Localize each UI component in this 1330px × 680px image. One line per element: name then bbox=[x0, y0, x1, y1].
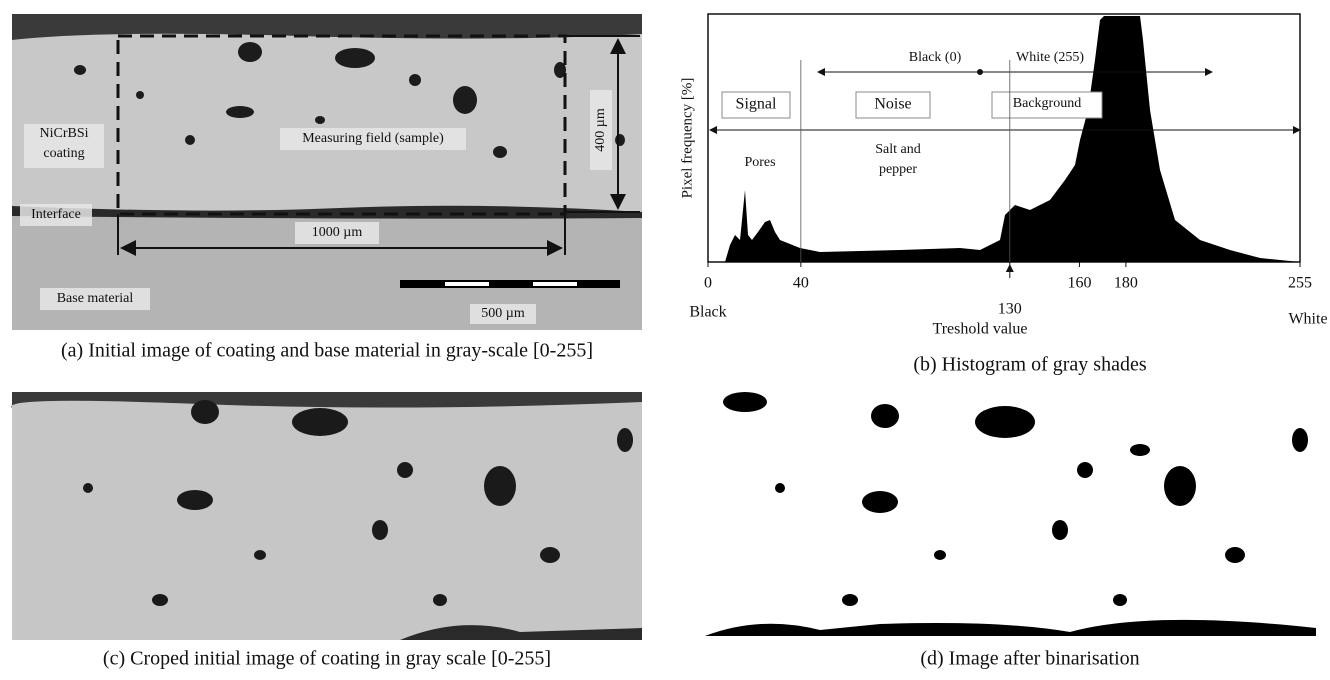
label: 1000 µm bbox=[312, 225, 363, 240]
x-axis-end-label: White bbox=[1288, 311, 1327, 328]
label: Interface bbox=[31, 207, 81, 222]
x-axis-label: Treshold value bbox=[933, 321, 1028, 338]
micrograph-a bbox=[12, 14, 642, 330]
micrograph-c bbox=[11, 392, 643, 640]
annotation: Signal bbox=[736, 96, 777, 113]
caption: (b) Histogram of gray shades bbox=[913, 354, 1146, 376]
annotation: Noise bbox=[874, 96, 911, 113]
x-tick-label: 0 bbox=[704, 275, 712, 292]
label: coating bbox=[43, 146, 84, 161]
label: Base material bbox=[57, 291, 134, 306]
x-tick-label: 255 bbox=[1288, 275, 1312, 292]
caption: (d) Image after binarisation bbox=[920, 648, 1139, 670]
x-tick-label: 180 bbox=[1114, 275, 1138, 292]
x-tick-label: 160 bbox=[1067, 275, 1091, 292]
label: Measuring field (sample) bbox=[302, 131, 444, 146]
annotation: Salt and bbox=[875, 142, 921, 157]
x-tick-label: 130 bbox=[998, 301, 1022, 318]
binary-image bbox=[705, 392, 1316, 636]
x-axis-end-label: Black bbox=[689, 304, 726, 321]
annotation: White (255) bbox=[1016, 50, 1084, 65]
annotation: Black (0) bbox=[909, 50, 962, 65]
caption: (c) Croped initial image of coating in g… bbox=[103, 648, 551, 670]
label: NiCrBSi bbox=[39, 126, 88, 141]
label: 500 µm bbox=[481, 306, 525, 321]
annotation: Background bbox=[1013, 96, 1081, 111]
y-axis-label: Pixel frequency [%] bbox=[679, 78, 695, 199]
caption: (a) Initial image of coating and base ma… bbox=[61, 340, 593, 362]
histogram bbox=[707, 13, 1301, 263]
annotation: Pores bbox=[744, 155, 775, 170]
x-tick-label: 40 bbox=[793, 275, 809, 292]
label: 400 µm bbox=[593, 108, 608, 152]
annotation: pepper bbox=[879, 162, 917, 177]
